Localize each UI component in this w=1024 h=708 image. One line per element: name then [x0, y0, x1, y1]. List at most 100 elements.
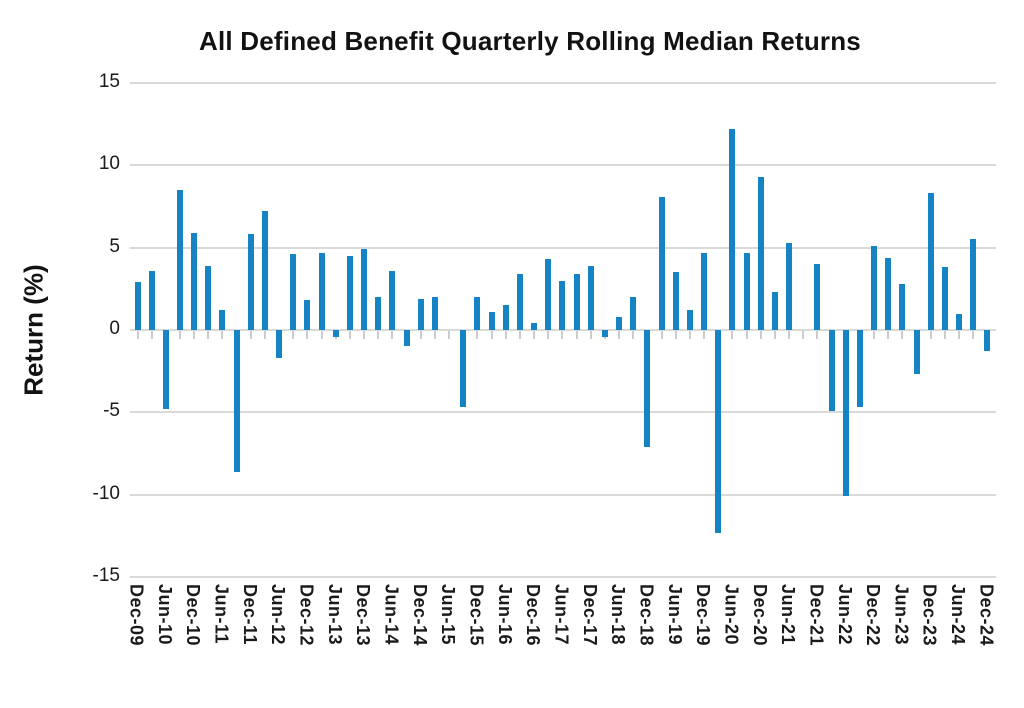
- x-tick: [561, 331, 564, 339]
- bar: [743, 252, 750, 330]
- x-tick: [873, 331, 876, 339]
- bar: [630, 297, 637, 330]
- bar: [502, 305, 509, 330]
- x-tick-label: Jun-19: [664, 584, 685, 646]
- x-tick: [929, 331, 932, 339]
- x-tick-label: Dec-16: [523, 584, 544, 647]
- x-tick: [533, 331, 536, 339]
- x-tick-label: Jun-24: [948, 584, 969, 646]
- x-tick: [448, 331, 451, 339]
- bar: [899, 283, 906, 330]
- grid-line: [130, 576, 996, 578]
- x-tick-label: Jun-17: [551, 584, 572, 646]
- bar: [842, 330, 849, 497]
- bar: [559, 280, 566, 330]
- bar: [814, 264, 821, 330]
- bar: [516, 274, 523, 330]
- x-tick: [632, 331, 635, 339]
- x-tick: [773, 331, 776, 339]
- x-tick: [433, 331, 436, 339]
- bar: [644, 330, 651, 447]
- x-tick-label: Jun-23: [891, 584, 912, 646]
- x-tick-label: Jun-11: [211, 584, 232, 645]
- bar: [771, 292, 778, 330]
- x-tick: [178, 331, 181, 339]
- x-tick: [263, 331, 266, 339]
- bar: [531, 323, 538, 330]
- bar: [261, 211, 268, 330]
- x-tick: [575, 331, 578, 339]
- x-tick: [703, 331, 706, 339]
- bar: [176, 190, 183, 330]
- bar: [658, 196, 665, 330]
- x-tick: [363, 331, 366, 339]
- x-tick: [193, 331, 196, 339]
- x-tick: [504, 331, 507, 339]
- bar: [191, 232, 198, 330]
- x-tick: [547, 331, 550, 339]
- x-tick-label: Dec-21: [806, 584, 827, 647]
- x-tick-label: Jun-20: [721, 584, 742, 646]
- bar: [616, 316, 623, 330]
- x-tick: [249, 331, 252, 339]
- x-tick: [589, 331, 592, 339]
- x-tick-label: Jun-15: [438, 584, 459, 646]
- bar: [318, 252, 325, 330]
- x-tick: [490, 331, 493, 339]
- x-tick-label: Dec-14: [409, 584, 430, 647]
- x-tick-label: Dec-11: [239, 584, 260, 646]
- y-tick-label: 5: [109, 235, 120, 257]
- x-tick-label: Jun-13: [324, 584, 345, 646]
- x-tick: [674, 331, 677, 339]
- x-tick: [972, 331, 975, 339]
- x-tick: [419, 331, 422, 339]
- x-tick-label: Dec-12: [296, 584, 317, 647]
- bar: [927, 193, 934, 330]
- bar: [488, 311, 495, 330]
- bar: [885, 257, 892, 330]
- grid-line: [130, 164, 996, 167]
- grid-line: [130, 493, 996, 496]
- x-tick-label: Dec-10: [183, 584, 204, 647]
- bar: [573, 274, 580, 330]
- x-tick-label: Dec-24: [976, 584, 997, 647]
- x-tick: [802, 331, 805, 339]
- bar: [701, 252, 708, 330]
- bar: [290, 254, 297, 330]
- bar: [346, 255, 353, 330]
- bar: [460, 330, 467, 408]
- x-tick-label: Jun-12: [268, 584, 289, 646]
- bar: [431, 297, 438, 330]
- x-tick-label: Dec-22: [863, 584, 884, 647]
- grid-line: [130, 82, 996, 84]
- x-tick: [958, 331, 961, 339]
- x-tick: [207, 331, 210, 339]
- x-tick: [745, 331, 748, 339]
- bar: [715, 330, 722, 533]
- y-axis-label: Return (%): [18, 264, 49, 396]
- x-tick: [816, 331, 819, 339]
- x-tick: [688, 331, 691, 339]
- y-tick-label: -15: [92, 565, 120, 586]
- bar: [247, 234, 254, 330]
- x-tick: [306, 331, 309, 339]
- x-tick: [788, 331, 791, 339]
- x-tick: [150, 331, 153, 339]
- x-tick: [136, 331, 139, 339]
- x-tick: [943, 331, 946, 339]
- x-tick-label: Dec-19: [693, 584, 714, 647]
- bar: [956, 313, 963, 330]
- x-tick-label: Dec-15: [466, 584, 487, 647]
- x-tick-label: Jun-16: [494, 584, 515, 646]
- grid-line: [130, 246, 996, 249]
- y-tick-label: 0: [109, 318, 120, 339]
- x-tick: [292, 331, 295, 339]
- y-tick-label: 15: [98, 71, 120, 92]
- bar: [403, 330, 410, 347]
- x-tick: [221, 331, 224, 339]
- x-tick: [901, 331, 904, 339]
- bar: [871, 246, 878, 330]
- x-tick-label: Dec-18: [636, 584, 657, 647]
- bar: [332, 330, 339, 337]
